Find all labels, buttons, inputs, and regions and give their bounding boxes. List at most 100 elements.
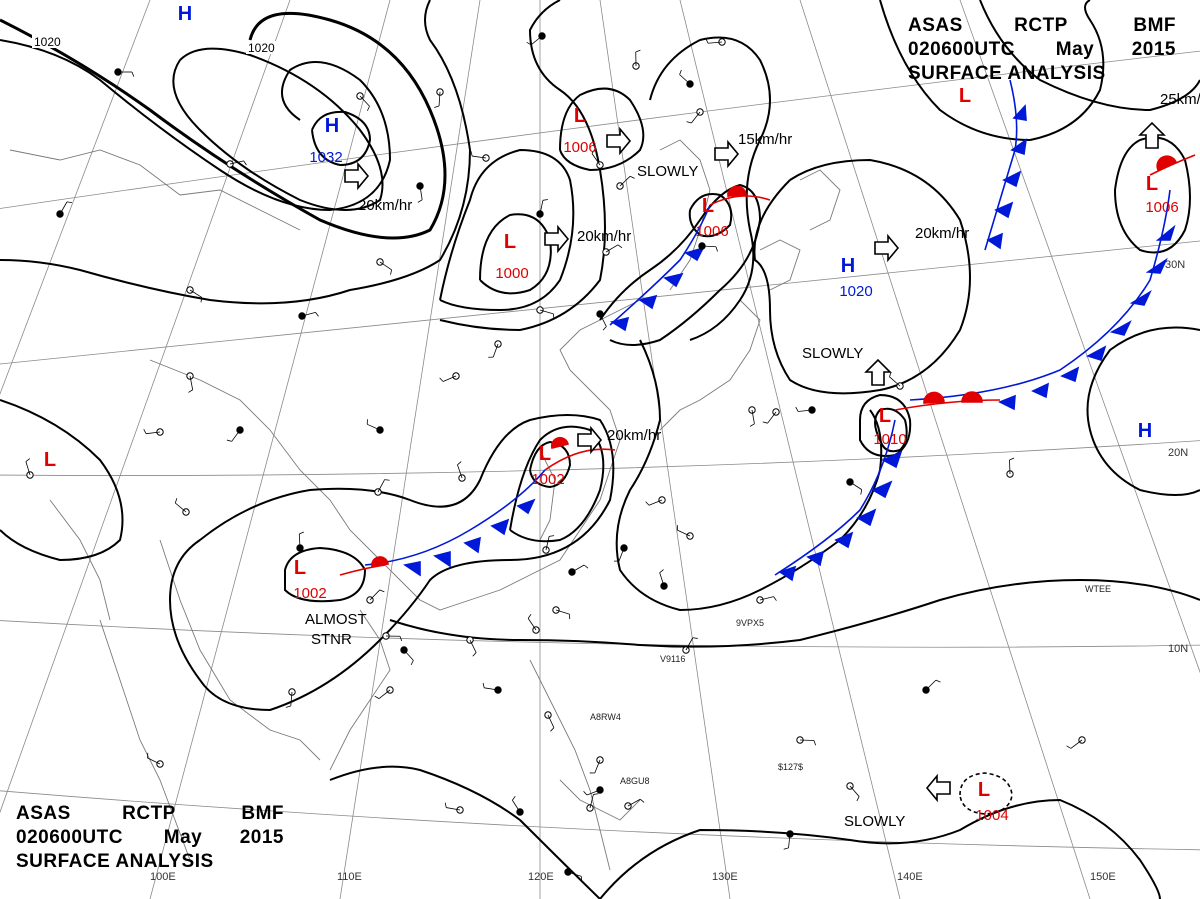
arrow-east-icon	[714, 139, 740, 169]
header-top: ASAS RCTP BMF 020600UTC May 2015 SURFACE ANA…	[908, 14, 1176, 86]
low-letter: L	[504, 231, 516, 253]
station-marker	[596, 310, 607, 331]
station-marker	[705, 38, 726, 46]
station-marker	[416, 182, 424, 203]
station-marker	[285, 688, 296, 708]
arrow-east-icon	[874, 233, 900, 263]
station-marker	[568, 564, 589, 576]
station-marker	[296, 531, 304, 552]
header-subtitle: SURFACE ANALYSIS	[16, 851, 214, 872]
station-ids: A8RW4 V9116 9VPX5 WTEE A8GU8 $127$	[590, 584, 1111, 786]
low-center: L 1000	[495, 231, 528, 282]
station-marker	[748, 406, 756, 427]
longitude-label: 100E	[150, 871, 176, 883]
station-marker	[226, 426, 244, 442]
pressure-value: 1006	[563, 139, 596, 156]
motion-label: 15km/hr	[738, 131, 792, 148]
station-marker	[147, 752, 164, 768]
station-marker	[527, 614, 540, 634]
high-letter: H	[841, 255, 855, 277]
isobar-labels: 1020 1020	[32, 35, 276, 55]
station-marker	[783, 830, 794, 850]
high-center: H	[1138, 420, 1152, 442]
pressure-value: 1006	[1145, 199, 1178, 216]
station-marker	[376, 258, 392, 275]
header-code-2: RCTP	[122, 803, 176, 824]
station-marker	[583, 786, 604, 796]
motion-label: ALMOST	[305, 611, 367, 628]
low-letter: L	[44, 449, 56, 471]
station-marker	[482, 682, 502, 694]
station-marker	[676, 525, 694, 540]
station-marker	[536, 306, 555, 319]
motion-label: SLOWLY	[802, 345, 863, 362]
isobar-label: 1020	[248, 41, 275, 55]
station-id: V9116	[660, 654, 685, 664]
station-marker	[526, 32, 546, 46]
motion-label: 20km/hr	[358, 197, 412, 214]
pressure-value: 1032	[309, 149, 342, 166]
station-marker	[552, 606, 571, 620]
high-letter: H	[1138, 420, 1152, 442]
station-id: A8RW4	[590, 712, 621, 722]
low-center: L 1004	[975, 779, 1008, 824]
station-marker	[796, 736, 817, 746]
header-code-3: BMF	[1133, 15, 1176, 36]
pressure-value: 1010	[873, 431, 906, 448]
low-letter: L	[978, 779, 990, 801]
motion-label: SLOWLY	[844, 813, 905, 830]
pressure-value: 1002	[293, 585, 326, 602]
pressure-value: 1002	[531, 471, 564, 488]
low-letter: L	[702, 195, 714, 217]
header-bottom: ASAS RCTP BMF 020600UTC May 2015 SURFACE ANA…	[16, 802, 284, 874]
arrow-north-icon	[864, 358, 892, 386]
station-marker	[374, 686, 394, 699]
station-marker	[512, 795, 524, 816]
arrow-east-icon	[577, 425, 603, 455]
cold-fronts	[364, 79, 1176, 582]
station-id: WTEE	[1085, 584, 1111, 594]
station-id: A8GU8	[620, 776, 650, 786]
pressure-value: 1020	[839, 283, 872, 300]
station-marker	[679, 69, 694, 88]
station-marker	[470, 151, 490, 162]
station-marker	[686, 108, 704, 124]
header-code-2: RCTP	[1014, 15, 1068, 36]
pressure-value: 1000	[495, 265, 528, 282]
latitude-label: 30N	[1165, 259, 1185, 271]
station-marker	[382, 632, 403, 642]
low-center: L	[44, 449, 56, 471]
station-marker	[466, 636, 477, 657]
header-year: 2015	[239, 827, 284, 848]
longitude-label: 120E	[528, 871, 554, 883]
dashed-low-ring	[959, 772, 1013, 815]
station-marker	[186, 372, 194, 393]
station-marker	[174, 498, 190, 516]
station-marker	[846, 478, 863, 495]
header-year: 2015	[1131, 39, 1176, 60]
low-center: L 1006	[563, 105, 596, 156]
station-marker	[114, 68, 135, 77]
pressure-centers: L 1006 L 1000 L 1006 L 1002 L 1002 L 1010 L 1004 L 1006…	[44, 3, 1179, 824]
station-marker	[439, 372, 460, 382]
station-marker	[659, 569, 668, 590]
high-center: H	[178, 3, 192, 25]
motion-label: 20km/hr	[607, 427, 661, 444]
low-letter: L	[879, 405, 891, 427]
station-plots	[25, 32, 1086, 882]
motion-labels: 20km/hr 20km/hr 15km/hr SLOWLY 20km/hr SLOWLY…	[305, 91, 1200, 830]
station-marker	[564, 868, 582, 882]
station-marker	[624, 798, 645, 810]
low-center: L 1002	[531, 443, 564, 488]
isobar-label: 1020	[34, 35, 61, 49]
motion-label: 20km/hr	[915, 225, 969, 242]
station-marker	[762, 408, 780, 424]
low-letter: L	[574, 105, 586, 127]
header-code-1: ASAS	[16, 803, 71, 824]
station-marker	[602, 244, 623, 256]
coastlines	[9, 139, 841, 871]
station-marker	[589, 756, 604, 774]
header-time: 020600UTC	[16, 827, 123, 848]
motion-label: 20km/hr	[577, 228, 631, 245]
